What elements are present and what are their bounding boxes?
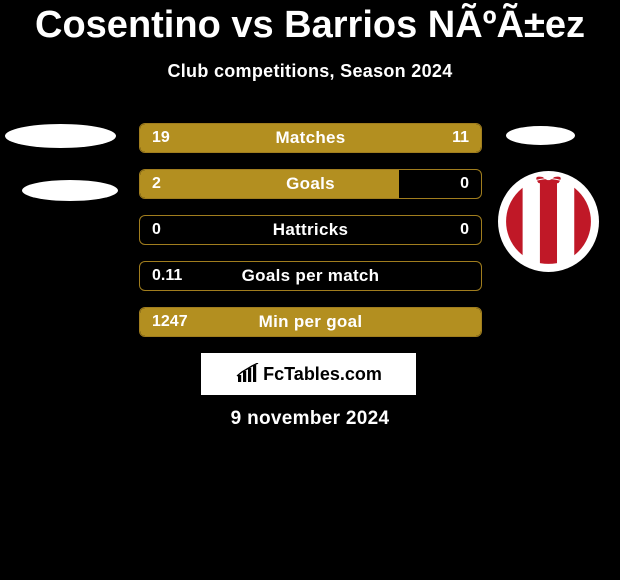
- decor-ellipse: [506, 126, 575, 145]
- date-label: 9 november 2024: [0, 408, 620, 430]
- stat-value-left: 0: [152, 216, 161, 244]
- page-subtitle: Club competitions, Season 2024: [0, 61, 620, 82]
- decor-ellipse: [22, 180, 118, 201]
- stat-label: Goals per match: [140, 262, 481, 290]
- stat-label: Matches: [140, 124, 481, 152]
- stat-goals_per_match: Goals per match0.11: [139, 261, 482, 291]
- team-badge-right: [498, 171, 599, 272]
- stat-value-left: 19: [152, 124, 170, 152]
- fctables-branding: FcTables.com: [201, 353, 416, 395]
- page-title: Cosentino vs Barrios NÃºÃ±ez: [0, 4, 620, 47]
- stat-label: Goals: [140, 170, 481, 198]
- stat-goals: Goals2 0: [139, 169, 482, 199]
- branding-label: FcTables.com: [263, 364, 382, 385]
- decor-ellipse: [5, 124, 116, 148]
- stat-min_per_goal: Min per goal1247: [139, 307, 482, 337]
- chart-icon: [235, 363, 261, 385]
- stat-value-right: 11: [452, 124, 469, 152]
- root: Cosentino vs Barrios NÃºÃ±ez Club compet…: [0, 0, 620, 580]
- stat-value-right: 0: [460, 170, 469, 198]
- stat-value-left: 1247: [152, 308, 188, 336]
- stat-value-left: 2: [152, 170, 161, 198]
- stat-matches: Matches19 11: [139, 123, 482, 153]
- stat-value-left: 0.11: [152, 262, 182, 290]
- stat-label: Hattricks: [140, 216, 481, 244]
- stat-value-right: 0: [460, 216, 469, 244]
- stat-hattricks: Hattricks0 0: [139, 215, 482, 245]
- stat-label: Min per goal: [140, 308, 481, 336]
